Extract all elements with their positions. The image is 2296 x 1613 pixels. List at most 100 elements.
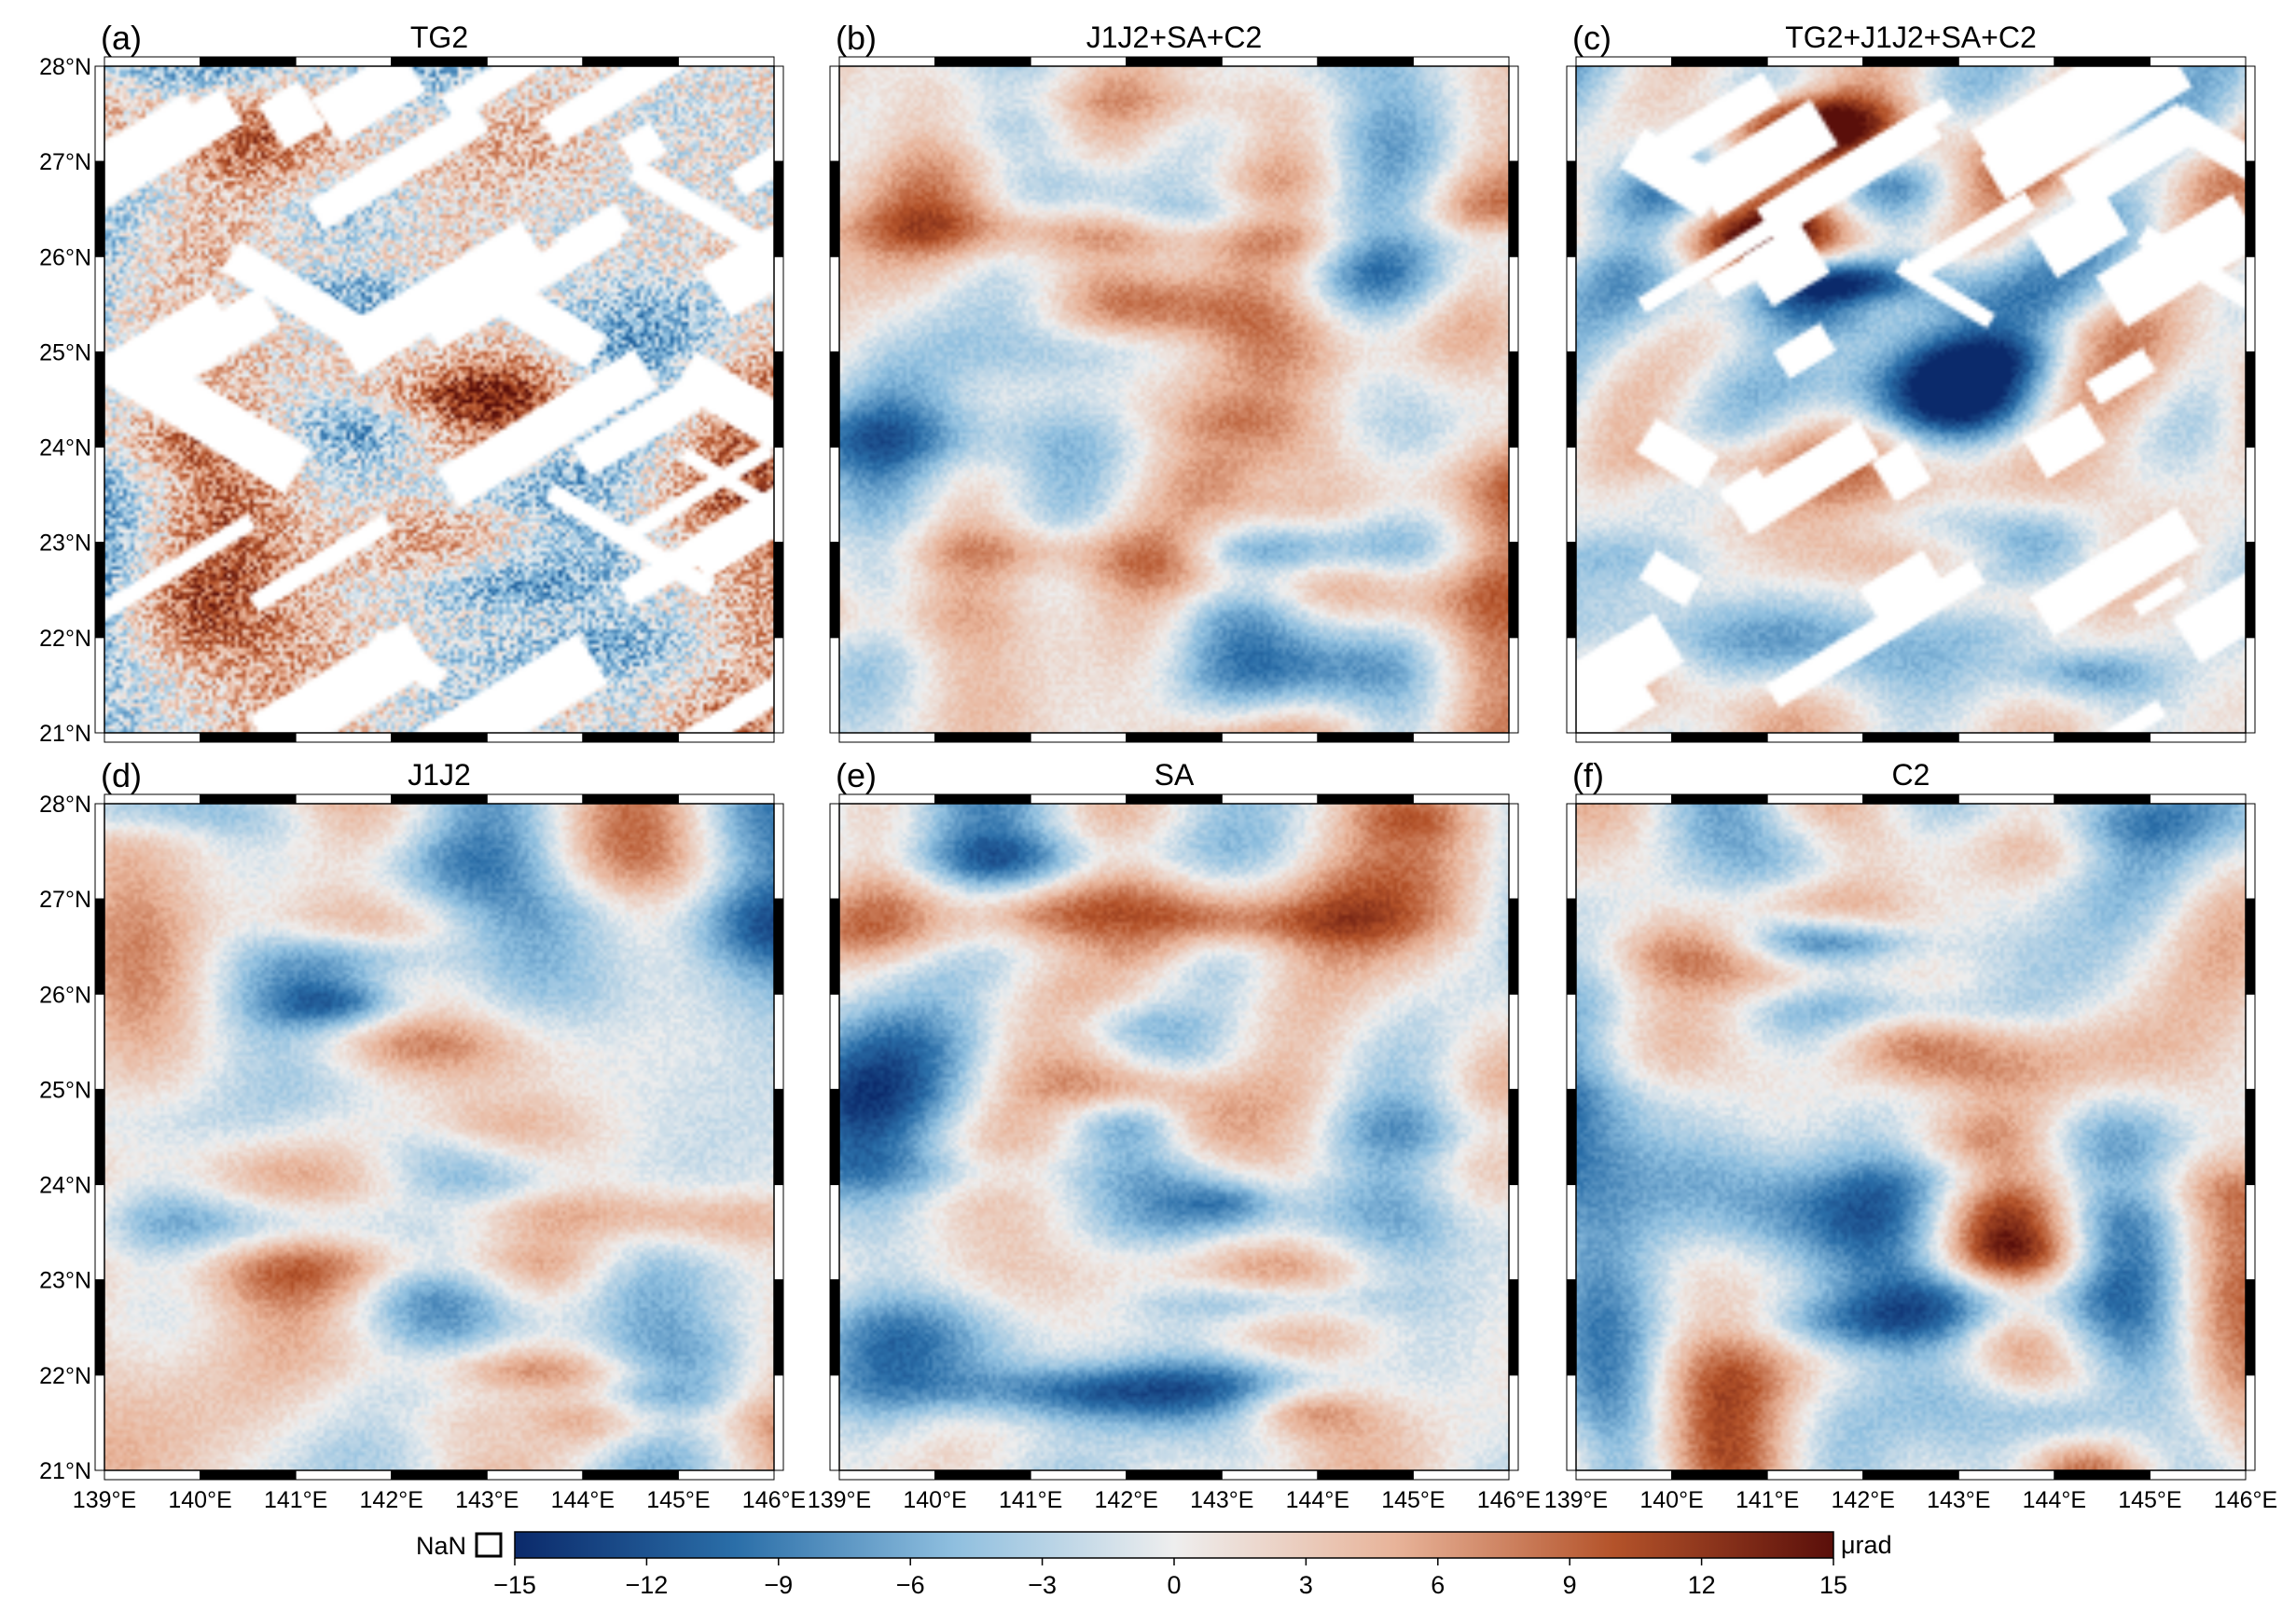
frame-band-left <box>1566 1184 1577 1281</box>
frame-band-top <box>1671 793 1768 805</box>
colorbar: NaN μrad −15 −12 −9 −6 −3 0 3 6 9 12 15 <box>416 1531 1892 1599</box>
x-tick-label: 145°E <box>1381 1487 1445 1513</box>
x-tick-label: 139°E <box>73 1487 136 1513</box>
y-tick-label: 26°N <box>39 244 91 270</box>
frame-band-top <box>2149 793 2247 805</box>
panel-label: (b) <box>836 19 877 57</box>
frame-band-left <box>1566 803 1577 900</box>
panel-title: C2 <box>1892 758 1930 792</box>
frame-band-left <box>94 1279 105 1376</box>
y-tick-label: 21°N <box>39 1458 91 1484</box>
frame-band-top <box>2149 56 2247 67</box>
frame-band-right <box>1508 803 1519 900</box>
map-panel-6: (f) C2 139°E 140°E 141°E 142°E 143°E 144°E 145°E… <box>1544 756 2277 1513</box>
colorbar-tick-label: −6 <box>896 1571 925 1599</box>
frame-band-top <box>200 793 297 805</box>
x-tick-label: 146°E <box>1477 1487 1541 1513</box>
frame-band-top <box>391 793 488 805</box>
frame-band-top <box>1862 793 1959 805</box>
y-tick-label: 25°N <box>39 1077 91 1103</box>
frame-band-left <box>829 1279 840 1376</box>
anomaly-field <box>1576 66 2246 733</box>
frame-band-bottom <box>677 732 775 743</box>
frame-band-top <box>934 793 1031 805</box>
y-tick-label: 28°N <box>39 792 91 818</box>
frame-band-right <box>773 160 784 257</box>
frame-band-bottom <box>1030 1469 1127 1481</box>
frame-band-bottom <box>934 732 1031 743</box>
frame-band-right <box>1508 542 1519 639</box>
frame-band-bottom <box>486 732 584 743</box>
frame-band-bottom <box>295 732 393 743</box>
frame-band-right <box>2245 1184 2256 1281</box>
colorbar-tick-label: 6 <box>1431 1571 1445 1599</box>
frame-band-right <box>1508 1279 1519 1376</box>
frame-band-top <box>295 56 393 67</box>
frame-band-right <box>2245 803 2256 900</box>
frame-band-bottom <box>677 1469 775 1481</box>
frame-band-top <box>582 56 679 67</box>
frame-band-top <box>1766 56 1864 67</box>
frame-band-left <box>1566 637 1577 734</box>
colorbar-tick-label: −15 <box>493 1571 536 1599</box>
anomaly-field <box>839 804 1509 1470</box>
frame-band-left <box>1566 160 1577 257</box>
frame-band-left <box>829 255 840 352</box>
frame-band-bottom <box>1575 1469 1673 1481</box>
map-panel-4: (d) J1J2 21°N 22°N 23°N 24°N 25°N 26°N 27°N 28°N 1… <box>39 756 806 1513</box>
anomaly-field <box>104 804 774 1470</box>
frame-band-top <box>104 56 201 67</box>
x-tick-label: 146°E <box>742 1487 806 1513</box>
y-tick-label: 21°N <box>39 721 91 747</box>
frame-band-top <box>1221 793 1319 805</box>
frame-band-left <box>1566 898 1577 995</box>
x-tick-label: 144°E <box>1286 1487 1349 1513</box>
frame-band-right <box>773 255 784 352</box>
y-tick-label: 23°N <box>39 531 91 557</box>
map-panel-1: (a) TG2 21°N 22°N 23°N 24°N 25°N 26°N 27°N 28°N <box>39 19 784 747</box>
x-tick-label: 141°E <box>1736 1487 1799 1513</box>
frame-band-right <box>773 542 784 639</box>
panel-label: (d) <box>101 756 142 794</box>
frame-band-left <box>829 542 840 639</box>
panel-label: (f) <box>1572 756 1604 794</box>
frame-band-bottom <box>2149 732 2247 743</box>
frame-band-top <box>677 793 775 805</box>
frame-band-left <box>829 447 840 544</box>
frame-band-right <box>773 1279 784 1376</box>
frame-band-right <box>773 637 784 734</box>
frame-band-bottom <box>391 732 488 743</box>
frame-band-top <box>1957 793 2055 805</box>
x-tick-label: 140°E <box>1639 1487 1703 1513</box>
frame-band-top <box>104 793 201 805</box>
frame-band-right <box>773 351 784 448</box>
x-tick-label: 139°E <box>1544 1487 1608 1513</box>
map-panel-3: (c) TG2+J1J2+SA+C2 <box>1566 19 2256 743</box>
y-tick-label: 25°N <box>39 339 91 365</box>
x-tick-label: 139°E <box>808 1487 871 1513</box>
frame-band-right <box>773 993 784 1090</box>
frame-band-bottom <box>1221 1469 1319 1481</box>
map-frame <box>1575 65 2247 734</box>
frame-band-bottom <box>200 1469 297 1481</box>
frame-band-bottom <box>934 1469 1031 1481</box>
frame-band-left <box>94 351 105 448</box>
anomaly-field <box>104 66 774 733</box>
x-tick-label: 143°E <box>1927 1487 1990 1513</box>
colorbar-tick-label: 15 <box>1819 1571 1847 1599</box>
frame-band-left <box>1566 993 1577 1090</box>
map-frame <box>838 65 1510 734</box>
frame-band-left <box>1566 351 1577 448</box>
frame-band-bottom <box>1671 1469 1768 1481</box>
frame-band-bottom <box>838 732 936 743</box>
frame-band-bottom <box>1862 1469 1959 1481</box>
frame-band-right <box>2245 1279 2256 1376</box>
frame-band-left <box>829 351 840 448</box>
frame-band-left <box>94 993 105 1090</box>
frame-band-right <box>773 65 784 162</box>
frame-band-right <box>2245 65 2256 162</box>
frame-band-left <box>829 1184 840 1281</box>
frame-band-right <box>1508 65 1519 162</box>
x-tick-label: 142°E <box>1832 1487 1895 1513</box>
